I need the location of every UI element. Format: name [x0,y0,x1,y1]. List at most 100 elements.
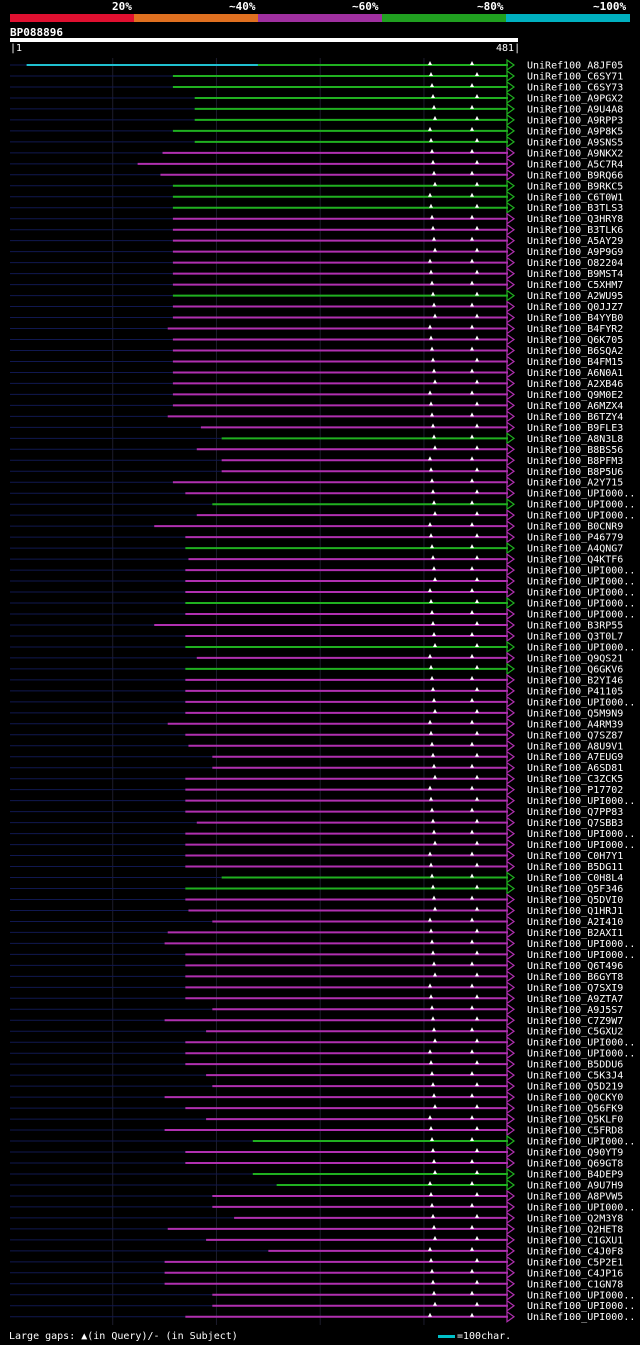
hit-label[interactable]: UniRef100_Q7PP83 [527,807,623,818]
hit-label[interactable]: UniRef100_UPI000.. [527,511,635,522]
hit-label[interactable]: UniRef100_A9SNS5 [527,137,623,148]
hit-label[interactable]: UniRef100_B2AXI1 [527,928,623,939]
hit-label[interactable]: UniRef100_UPI000.. [527,1137,635,1148]
hit-label[interactable]: UniRef100_UPI000.. [527,588,635,599]
hit-label[interactable]: UniRef100_A9PGX2 [527,93,623,104]
hit-label[interactable]: UniRef100_Q5F346 [527,884,623,895]
hit-label[interactable]: UniRef100_Q5D219 [527,1082,623,1093]
hit-label[interactable]: UniRef100_UPI000.. [527,610,635,621]
hit-label[interactable]: UniRef100_A4QNG7 [527,544,623,555]
hit-row[interactable]: UniRef100_A2I410 [10,915,623,928]
hit-label[interactable]: UniRef100_UPI000.. [527,599,635,610]
hit-label[interactable]: UniRef100_C0H8L4 [527,873,623,884]
hit-row[interactable]: UniRef100_Q5DVI0 [10,893,623,906]
hit-row[interactable]: UniRef100_B4FM15 [10,355,623,368]
hit-row[interactable]: UniRef100_A2Y715 [10,476,623,489]
hit-label[interactable]: UniRef100_Q2M3Y8 [527,1213,623,1224]
hit-label[interactable]: UniRef100_A9P9G9 [527,247,623,258]
hit-label[interactable]: UniRef100_B4YYB0 [527,313,623,324]
hit-label[interactable]: UniRef100_B4FYR2 [527,324,623,335]
hit-row[interactable]: UniRef100_UPI000.. [10,827,635,841]
hit-label[interactable]: UniRef100_C5FRD8 [527,1126,623,1137]
hit-label[interactable]: UniRef100_B9FLE3 [527,423,623,434]
hit-label[interactable]: UniRef100_A9U4A8 [527,104,623,115]
hit-label[interactable]: UniRef100_UPI000.. [527,697,635,708]
hit-label[interactable]: UniRef100_UPI000.. [527,939,635,950]
hit-row[interactable]: UniRef100_A4QNG7 [10,541,623,555]
hit-row[interactable]: UniRef100_C5FRD8 [10,1123,623,1137]
hit-label[interactable]: UniRef100_Q56FK9 [527,1104,623,1115]
hit-row[interactable]: UniRef100_Q5F346 [10,882,623,896]
hit-row[interactable]: UniRef100_C1GXU1 [10,1233,623,1247]
hit-label[interactable]: UniRef100_B6SQA2 [527,346,623,357]
hit-row[interactable]: UniRef100_UPI000.. [10,937,635,950]
hit-label[interactable]: UniRef100_UPI000.. [527,1202,635,1213]
hit-label[interactable]: UniRef100_B6TZY4 [527,412,623,423]
hit-row[interactable]: UniRef100_A9PGX2 [10,91,623,105]
hit-row[interactable]: UniRef100_UPI000.. [10,585,635,599]
hit-row[interactable]: UniRef100_B2YI46 [10,673,623,687]
hit-row[interactable]: UniRef100_P17702 [10,783,623,797]
hit-row[interactable]: UniRef100_Q2HET8 [10,1222,623,1236]
hit-label[interactable]: UniRef100_Q5KLF0 [527,1115,623,1126]
hit-row[interactable]: UniRef100_UPI000.. [10,607,635,621]
hit-row[interactable]: UniRef100_B0CNR9 [10,519,623,533]
hit-label[interactable]: UniRef100_UPI000.. [527,1038,635,1049]
hit-row[interactable]: UniRef100_C5XHM7 [10,278,623,292]
hit-label[interactable]: UniRef100_A7EUG9 [527,752,623,763]
hit-row[interactable]: UniRef100_UPI000.. [10,509,635,522]
hit-row[interactable]: UniRef100_B8BS56 [10,443,623,456]
hit-row[interactable]: UniRef100_UPI000.. [10,838,635,852]
hit-label[interactable]: UniRef100_A9ZTA7 [527,994,623,1005]
hit-label[interactable]: UniRef100_C7Z9W7 [527,1016,623,1027]
hit-label[interactable]: UniRef100_Q5DVI0 [527,895,623,906]
hit-label[interactable]: UniRef100_B9RQ66 [527,170,623,181]
hit-label[interactable]: UniRef100_P41105 [527,686,623,697]
hit-row[interactable]: UniRef100_UPI000.. [10,948,635,961]
hit-label[interactable]: UniRef100_B3TLK6 [527,225,623,236]
hit-label[interactable]: UniRef100_B3RP55 [527,620,623,631]
hit-row[interactable]: UniRef100_B6GYT8 [10,970,623,983]
hit-row[interactable]: UniRef100_A9NKX2 [10,146,623,160]
hit-label[interactable]: UniRef100_C3ZCK5 [527,774,623,785]
hit-row[interactable]: UniRef100_Q6K705 [10,333,623,347]
hit-label[interactable]: UniRef100_B9RKC5 [527,181,623,192]
hit-row[interactable]: UniRef100_A6N0A1 [10,366,623,379]
hit-row[interactable]: UniRef100_A9J5S7 [10,1003,623,1016]
hit-row[interactable]: UniRef100_A9ZTA7 [10,992,623,1005]
hit-row[interactable]: UniRef100_Q0JJZ7 [10,300,623,314]
hit-label[interactable]: UniRef100_Q0JJZ7 [527,302,623,313]
hit-label[interactable]: UniRef100_B8BS56 [527,445,623,456]
hit-row[interactable]: UniRef100_A9P8K5 [10,124,623,138]
hit-label[interactable]: UniRef100_C5P2E1 [527,1257,623,1268]
hit-row[interactable]: UniRef100_C6T0W1 [10,190,623,204]
hit-row[interactable]: UniRef100_B9RQ66 [10,168,623,182]
hit-label[interactable]: UniRef100_UPI000.. [527,489,635,500]
hit-label[interactable]: UniRef100_C0H7Y1 [527,851,623,862]
hit-label[interactable]: UniRef100_B9MST4 [527,269,623,280]
hit-row[interactable]: UniRef100_C6SY73 [10,80,623,94]
hit-row[interactable]: UniRef100_C0H8L4 [10,871,623,885]
hit-row[interactable]: UniRef100_Q1HRJ1 [10,904,623,917]
hit-label[interactable]: UniRef100_Q7SBB3 [527,818,623,829]
hit-row[interactable]: UniRef100_B6TZY4 [10,410,623,423]
hit-label[interactable]: UniRef100_B2YI46 [527,675,623,686]
hit-row[interactable]: UniRef100_A9RPP3 [10,113,623,127]
hit-label[interactable]: UniRef100_A5C7R4 [527,159,623,170]
hit-label[interactable]: UniRef100_B4DEP9 [527,1169,623,1180]
hit-row[interactable]: UniRef100_UPI000.. [10,574,635,588]
hit-label[interactable]: UniRef100_Q6GKV6 [527,664,623,675]
hit-label[interactable]: UniRef100_A8JF05 [527,61,623,72]
hit-row[interactable]: UniRef100_A9SNS5 [10,135,623,149]
hit-row[interactable]: UniRef100_C7Z9W7 [10,1014,623,1027]
hit-row[interactable]: UniRef100_Q7SXI9 [10,981,623,994]
hit-label[interactable]: UniRef100_A8PVW5 [527,1191,623,1202]
hit-row[interactable]: UniRef100_A2XB46 [10,377,623,390]
hit-row[interactable]: UniRef100_Q9M0E2 [10,388,623,401]
hit-label[interactable]: UniRef100_UPI000.. [527,1301,635,1312]
hit-label[interactable]: UniRef100_Q3HRY8 [527,214,623,225]
hit-row[interactable]: UniRef100_A5C7R4 [10,157,623,171]
hit-row[interactable]: UniRef100_Q69GT8 [10,1156,623,1170]
hit-row[interactable]: UniRef100_Q3T0L7 [10,629,623,643]
hit-row[interactable]: UniRef100_C6SY71 [10,69,623,83]
